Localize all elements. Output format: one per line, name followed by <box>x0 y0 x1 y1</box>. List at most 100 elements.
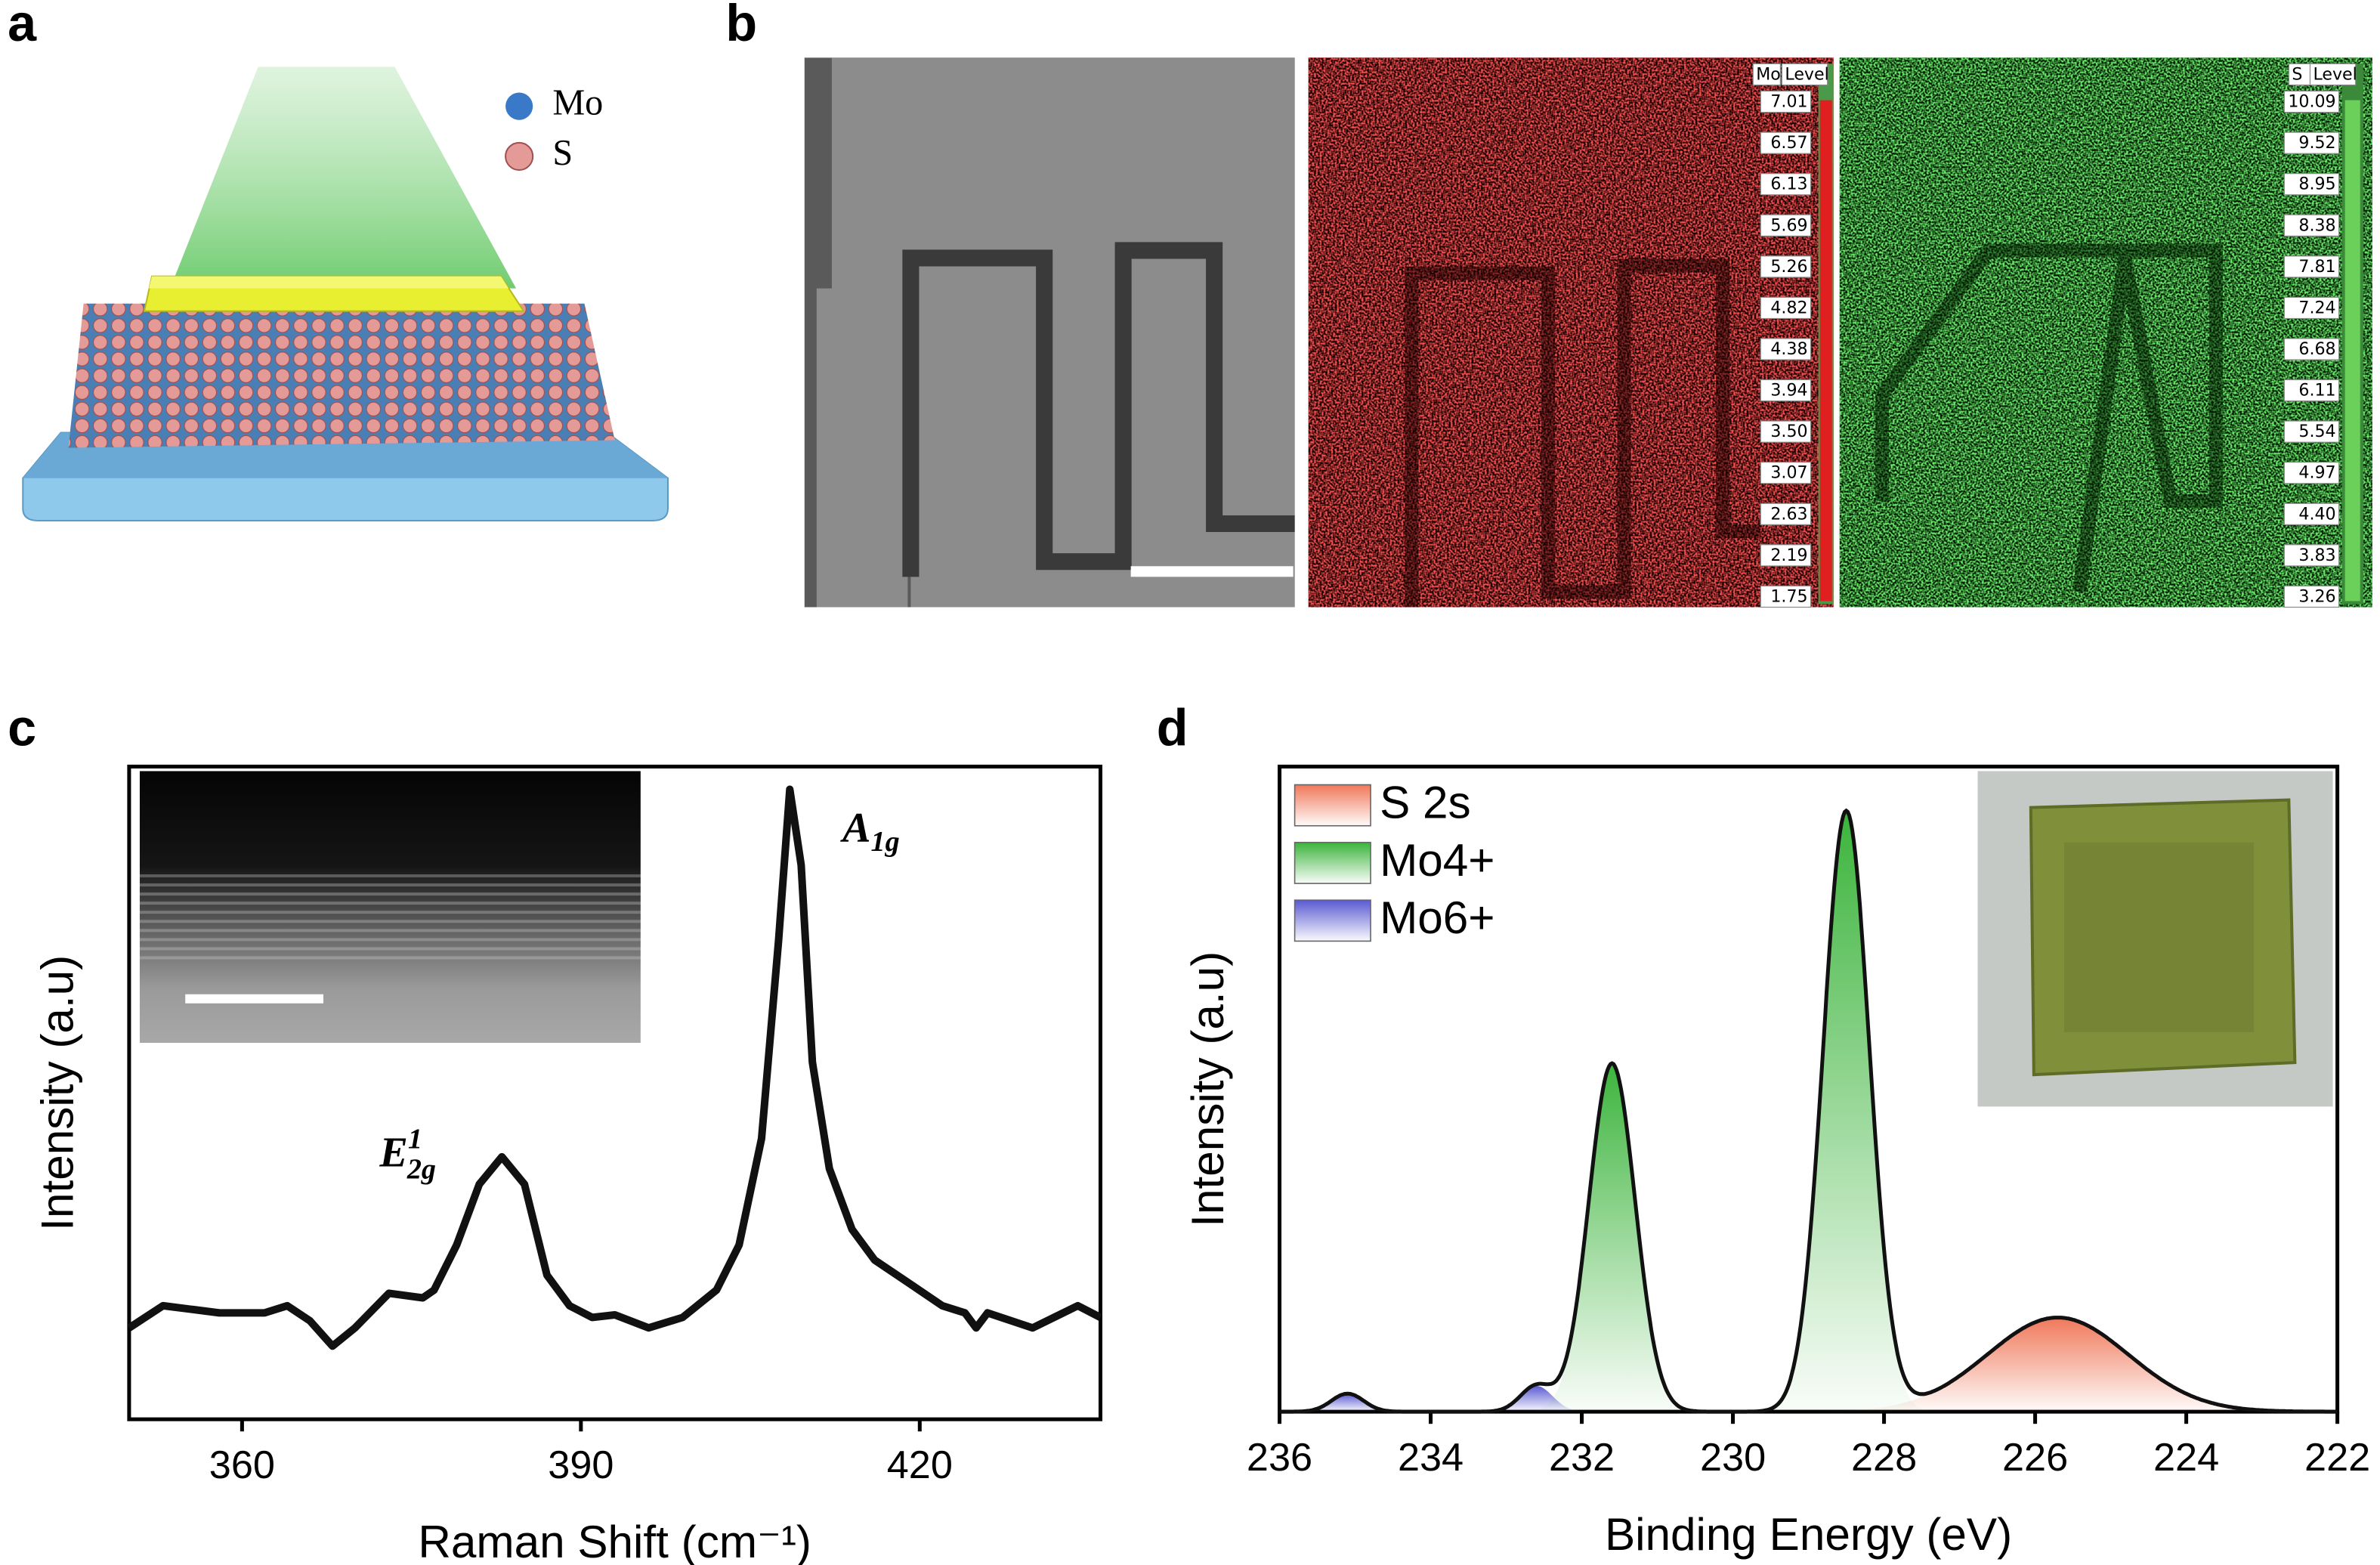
level-box <box>1760 585 1812 608</box>
y-axis-label: Intensity (a.u) <box>1182 951 1233 1227</box>
level-box <box>1760 90 1812 113</box>
level-box <box>2283 296 2340 320</box>
x-axis-label: Binding Energy (eV) <box>1605 1508 2012 1560</box>
level-box <box>2283 90 2340 113</box>
fit-envelope <box>1279 808 2338 1414</box>
panel-label: c <box>8 699 36 756</box>
legend-label: S <box>552 133 573 173</box>
level-value: 2.19 <box>1770 546 1807 565</box>
legend-swatch <box>1294 784 1371 827</box>
level-box <box>1760 379 1812 402</box>
level-value: 9.52 <box>2298 133 2335 153</box>
level-value: 1.75 <box>1770 586 1807 606</box>
legend-label: Mo6+ <box>1380 892 1494 943</box>
legend-label: S 2s <box>1380 777 1471 828</box>
level-box <box>1760 338 1812 360</box>
panel-label: a <box>8 0 37 52</box>
level-box <box>1760 131 1812 154</box>
legend-label: Mo4+ <box>1380 834 1494 886</box>
peak-area <box>1253 1393 1442 1412</box>
peak-area <box>1442 1385 1631 1412</box>
legend-label: Mo <box>552 83 603 123</box>
level-box <box>2283 585 2340 608</box>
level-header: Level <box>1785 64 1828 84</box>
device-illustration <box>22 66 669 521</box>
level-value: 5.54 <box>2298 422 2335 441</box>
panel-label: b <box>725 0 757 52</box>
legend-swatch <box>505 141 534 171</box>
x-tick-label: 224 <box>2153 1436 2219 1480</box>
level-box <box>1760 214 1812 237</box>
level-box <box>2283 503 2340 525</box>
level-value: 6.68 <box>2298 339 2335 359</box>
annotation-base: E <box>379 1130 408 1177</box>
legend-swatch <box>1294 842 1371 884</box>
annotation-sub: 2g <box>406 1153 436 1185</box>
level-box <box>2283 173 2340 196</box>
level-value: 4.97 <box>2298 463 2335 483</box>
s-eds-map <box>1839 57 2372 608</box>
legend-swatch <box>505 92 533 120</box>
level-header: Level <box>2313 64 2357 84</box>
panel-label: d <box>1157 699 1188 756</box>
level-box <box>2283 462 2340 484</box>
level-value: 6.13 <box>1770 175 1807 194</box>
level-header-box <box>1781 63 1828 86</box>
y-axis-label: Intensity (a.u) <box>31 955 82 1231</box>
level-box <box>1760 420 1812 443</box>
x-tick-label: 360 <box>209 1443 275 1487</box>
annotation-sub: 1g <box>871 826 900 858</box>
level-box <box>2283 338 2340 360</box>
level-value: 3.07 <box>1770 463 1807 483</box>
level-box <box>2283 420 2340 443</box>
x-tick-label: 230 <box>1700 1436 1766 1480</box>
x-axis-label: Raman Shift (cm⁻¹) <box>418 1516 811 1565</box>
mo-eds-map <box>1308 57 1834 608</box>
level-box <box>1760 255 1812 278</box>
level-value: 5.69 <box>1770 215 1807 235</box>
level-value: 4.38 <box>1770 339 1807 359</box>
x-tick-label: 390 <box>548 1443 614 1487</box>
level-box <box>1760 462 1812 484</box>
level-box <box>2283 214 2340 237</box>
level-value: 10.09 <box>2288 92 2335 112</box>
level-box <box>1760 503 1812 525</box>
level-value: 3.50 <box>1770 422 1807 441</box>
x-tick-label: 222 <box>2304 1436 2370 1480</box>
level-box <box>2283 131 2340 154</box>
level-value: 7.24 <box>2298 298 2335 317</box>
level-box <box>2283 255 2340 278</box>
level-header: S <box>2292 64 2302 84</box>
level-box <box>1760 173 1812 196</box>
legend-swatch <box>1294 899 1371 942</box>
level-value: 6.11 <box>2298 381 2335 401</box>
level-value: 7.01 <box>1770 92 1807 112</box>
x-tick-label: 226 <box>2002 1436 2068 1480</box>
plot-frame <box>127 764 1102 1421</box>
x-tick-label: 232 <box>1549 1436 1615 1480</box>
level-value: 3.26 <box>2298 586 2335 606</box>
level-header-box <box>2309 63 2357 86</box>
annotation-base: A <box>840 805 871 852</box>
level-box <box>1760 296 1812 320</box>
x-tick-label: 420 <box>887 1443 953 1487</box>
level-value: 5.26 <box>1770 257 1807 277</box>
level-value: 3.83 <box>2298 546 2335 565</box>
level-header: Mo <box>1756 64 1781 84</box>
level-box <box>1760 544 1812 567</box>
annotation-sup: 1 <box>408 1123 422 1155</box>
level-value: 3.94 <box>1770 381 1807 401</box>
level-value: 8.38 <box>2298 215 2335 235</box>
tem-inset <box>139 771 641 1043</box>
level-header-box <box>1752 63 1781 86</box>
level-box <box>2283 379 2340 402</box>
peak-area <box>1642 1317 2380 1412</box>
x-tick-label: 234 <box>1398 1436 1464 1480</box>
level-value: 8.95 <box>2298 175 2335 194</box>
level-value: 6.57 <box>1770 133 1807 153</box>
level-value: 7.81 <box>2298 257 2335 277</box>
peak-area <box>1476 1063 1748 1412</box>
sample-photo <box>1977 771 2333 1107</box>
